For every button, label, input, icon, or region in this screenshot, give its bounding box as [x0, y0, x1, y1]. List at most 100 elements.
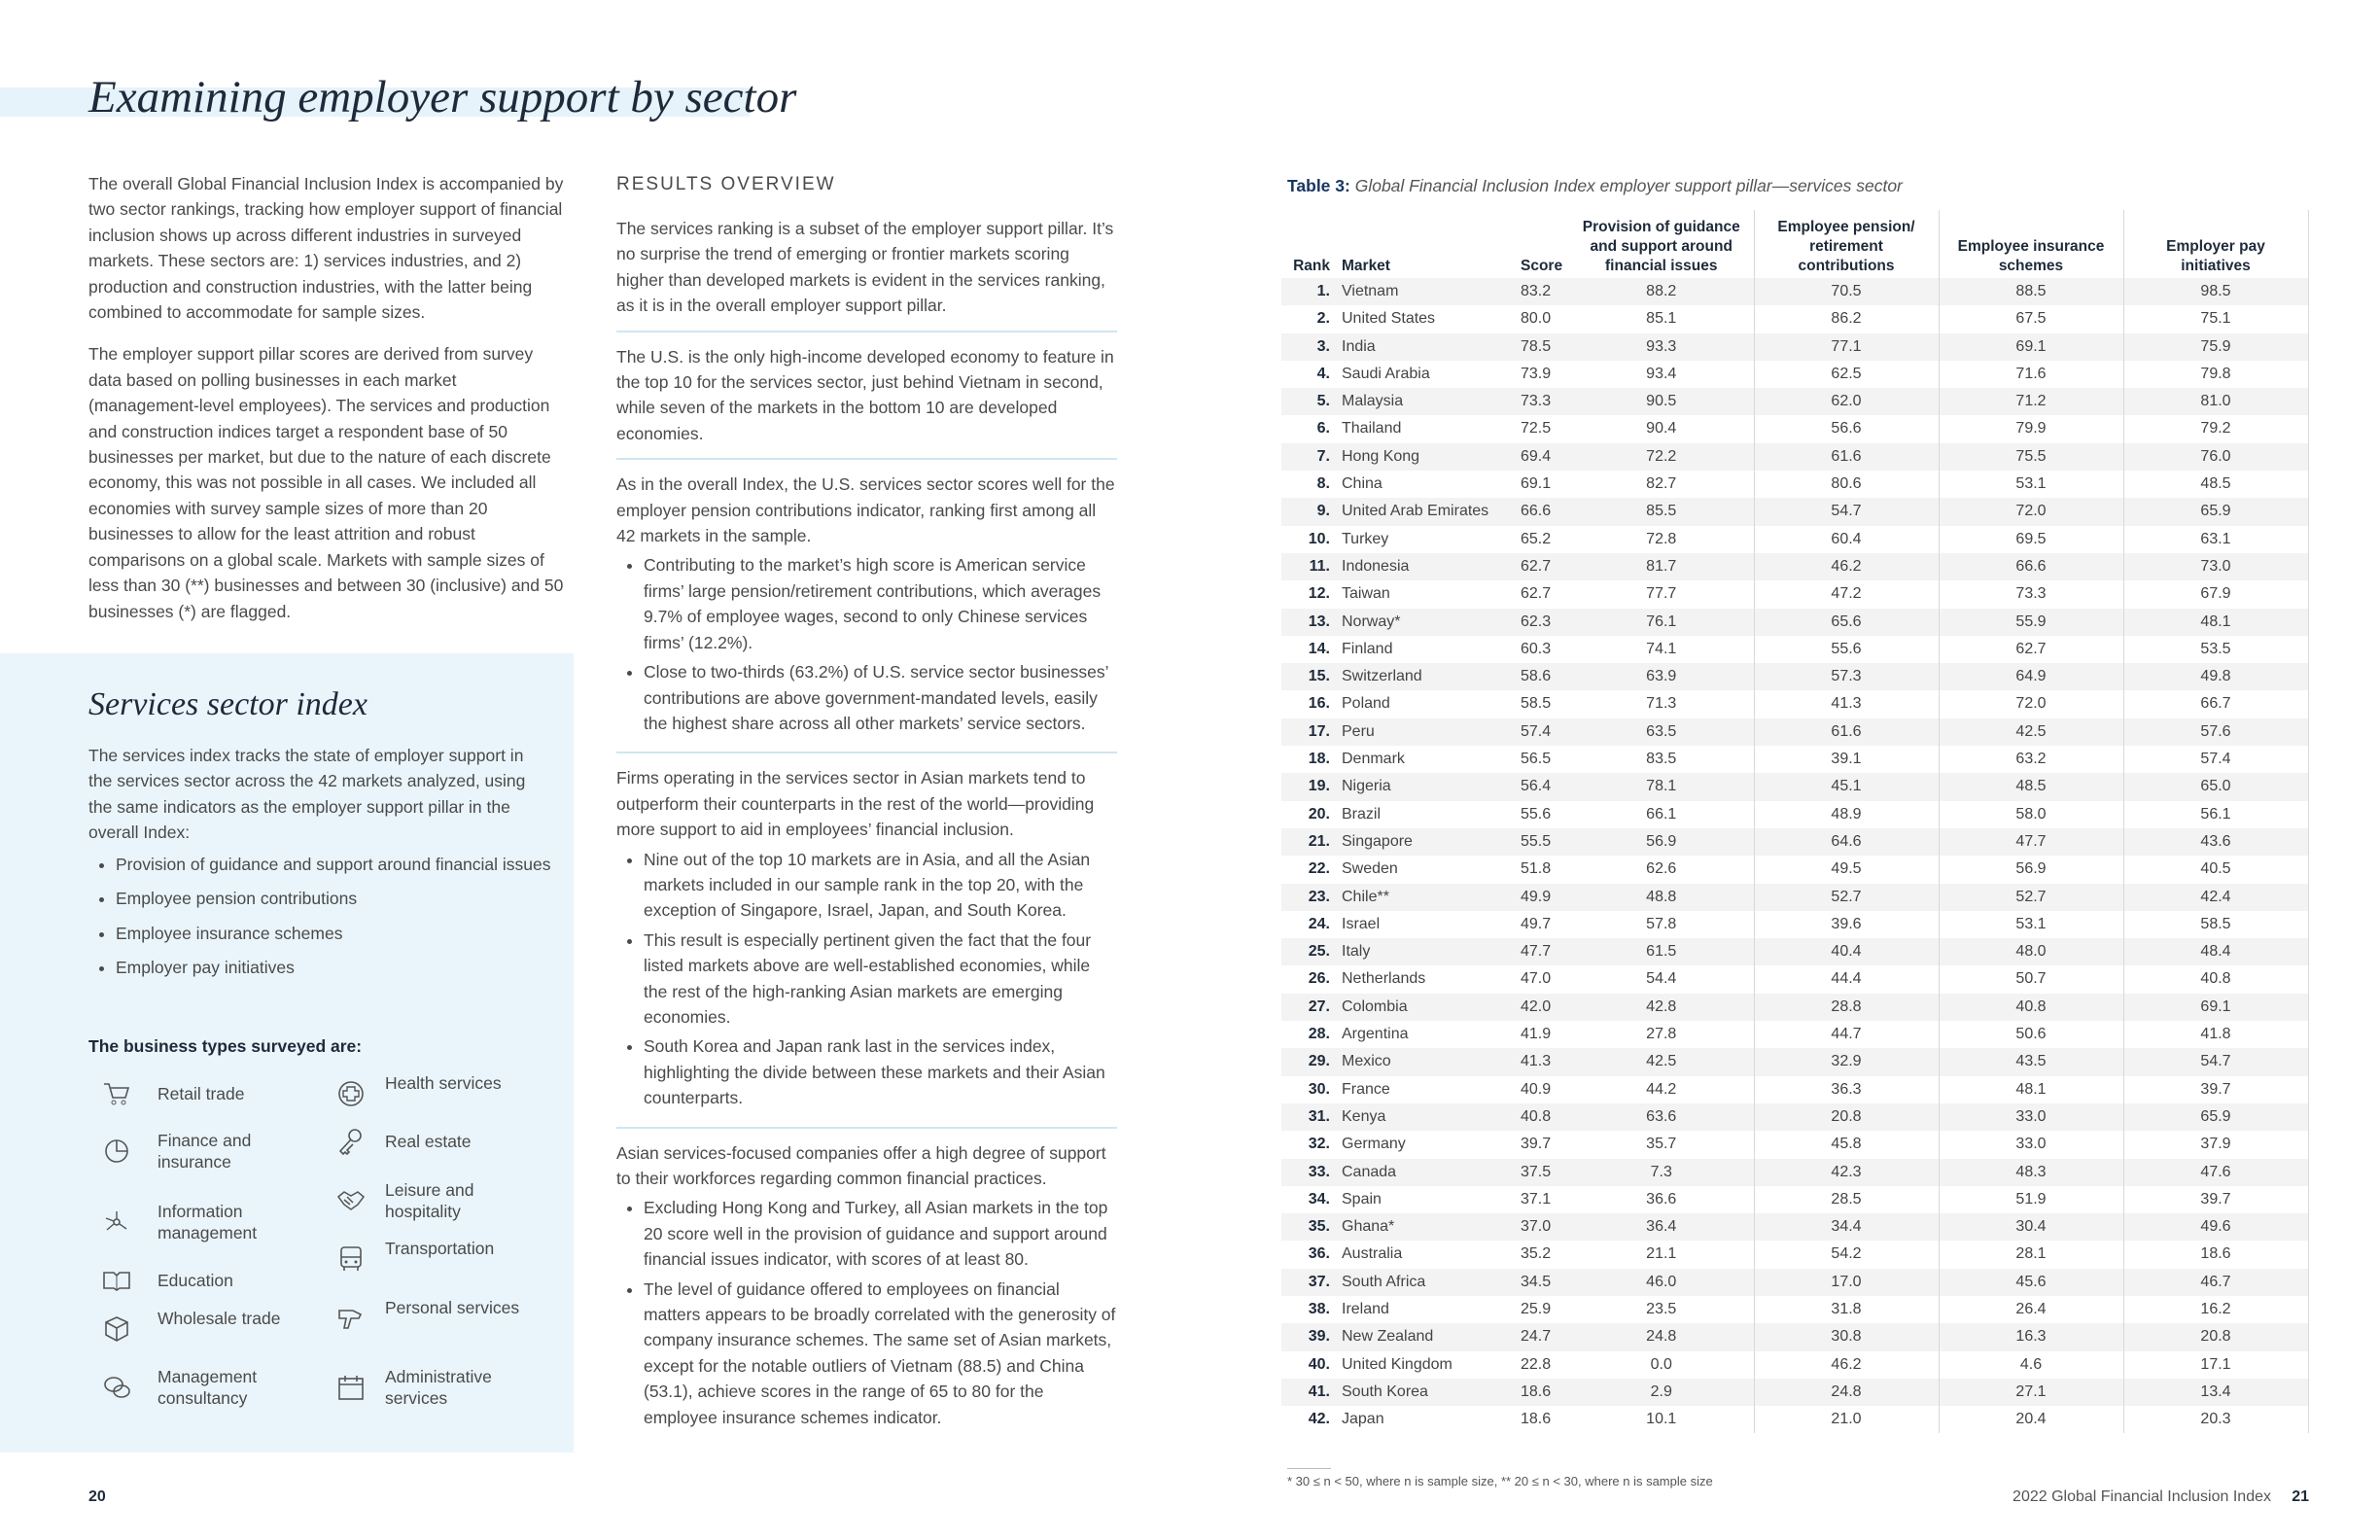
table-cell: 26.4	[1939, 1295, 2124, 1324]
table-cell: 62.5	[1754, 360, 1940, 389]
table-cell: 60.4	[1754, 525, 1940, 553]
table-cell: 90.4	[1569, 415, 1755, 443]
table-cell: 72.5	[1521, 420, 1552, 438]
table-cell: 61.5	[1569, 938, 1755, 966]
table-cell: 69.4	[1515, 442, 1569, 472]
table-cell: 9.	[1281, 498, 1336, 526]
table-cell: 24.7	[1515, 1323, 1569, 1351]
table-row: 29. Mexico 41.3 42.5 32.9 43.5 54.7	[1281, 1048, 2309, 1076]
paragraph: Firms operating in the services sector i…	[616, 768, 1095, 840]
table-cell: 34.	[1308, 1190, 1330, 1208]
table-cell: Taiwan	[1342, 585, 1390, 603]
table-cell: 58.5	[2123, 910, 2309, 939]
table-cell: 57.4	[1515, 718, 1569, 747]
table-cell: 58.5	[1521, 695, 1552, 713]
table-cell: United States	[1342, 310, 1436, 328]
table-cell: 49.5	[1754, 856, 1940, 884]
table-cell: 81.7	[1569, 552, 1755, 581]
table-cell: 18.6	[1521, 1411, 1552, 1428]
table-cell: 16.2	[2123, 1295, 2309, 1324]
table-cell: 2.9	[1569, 1378, 1755, 1407]
page-number: 20	[88, 1488, 106, 1505]
table-cell: 7.3	[1569, 1158, 1755, 1186]
table-cell: 28.1	[1939, 1241, 2124, 1269]
table-cell: China	[1342, 475, 1382, 493]
table-cell: 11.	[1281, 552, 1336, 581]
table-cell: 30.4	[1939, 1213, 2124, 1242]
type-label: Real estate	[385, 1132, 472, 1151]
bullet: Nine out of the top 10 markets are in As…	[644, 847, 1117, 924]
table-cell: 61.6	[1754, 718, 1940, 747]
table-cell: 1.	[1281, 278, 1336, 306]
results-section: The U.S. is the only high-income develop…	[616, 344, 1117, 461]
column-header: Market	[1342, 258, 1390, 274]
table-cell: 88.5	[1939, 278, 2124, 306]
table-cell: 41.3	[1515, 1048, 1569, 1076]
table-cell: 42.	[1308, 1411, 1330, 1428]
table-cell: 36.4	[1569, 1213, 1755, 1242]
table-cell: 38.	[1308, 1300, 1330, 1317]
table-cell: 47.0	[1521, 970, 1552, 988]
table-row: 40. United Kingdom 22.8 0.0 46.2 4.6 17.1	[1281, 1350, 2309, 1379]
table-cell: 72.0	[1939, 690, 2124, 718]
table-cell: 88.2	[1569, 278, 1755, 306]
bullets: Excluding Hong Kong and Turkey, all Asia…	[616, 1195, 1117, 1430]
table-row: 20. Brazil 55.6 66.1 48.9 58.0 56.1	[1281, 800, 2309, 828]
table-cell: 21.	[1281, 827, 1336, 857]
table-row: 18. Denmark 56.5 83.5 39.1 63.2 57.4	[1281, 746, 2309, 774]
table-cell: 53.5	[2123, 635, 2309, 664]
table-row: 23. Chile** 49.9 48.8 52.7 52.7 42.4	[1281, 883, 2309, 911]
table-cell: 79.2	[2123, 415, 2309, 443]
services-box	[0, 653, 574, 1452]
table-cell: 48.5	[1939, 773, 2124, 801]
column-header: Score	[1521, 258, 1563, 274]
bullet: This result is especially pertinent give…	[644, 928, 1117, 1031]
table-cell: 74.1	[1569, 635, 1755, 664]
table-cell: New Zealand	[1336, 1323, 1515, 1351]
paragraph: The services ranking is a subset of the …	[616, 219, 1114, 316]
type-label: Wholesale trade	[158, 1309, 281, 1328]
table-cell: 20.3	[2123, 1406, 2309, 1434]
table-cell: 55.5	[1515, 827, 1569, 857]
table-cell: 75.5	[1939, 442, 2124, 472]
table-cell: 54.4	[1569, 965, 1755, 994]
bullet: Employee pension contributions	[116, 886, 573, 911]
table-cell: 63.2	[1939, 746, 2124, 774]
table-cell: 51.8	[1521, 860, 1552, 878]
table-cell: Kenya	[1336, 1102, 1515, 1132]
table-cell: 34.5	[1515, 1268, 1569, 1296]
table-cell: 13.	[1281, 608, 1336, 636]
table-cell: United Arab Emirates	[1336, 498, 1515, 526]
table-row: 41. South Korea 18.6 2.9 24.8 27.1 13.4	[1281, 1378, 2309, 1407]
table-cell: 4.6	[1939, 1350, 2124, 1379]
table-cell: 60.3	[1521, 640, 1552, 657]
table-cell: Mexico	[1336, 1048, 1515, 1076]
table-cell: 77.1	[1754, 332, 1940, 361]
table-cell: 48.0	[1939, 938, 2124, 966]
table-row: 24. Israel 49.7 57.8 39.6 53.1 58.5	[1281, 910, 2309, 939]
table-row: 19. Nigeria 56.4 78.1 45.1 48.5 65.0	[1281, 773, 2309, 801]
table-cell: 67.5	[1939, 305, 2124, 333]
paragraph: The overall Global Financial Inclusion I…	[88, 174, 564, 323]
type-label: Information management	[158, 1202, 258, 1242]
bullets: Contributing to the market’s high score …	[616, 552, 1117, 736]
table-cell: 24.	[1308, 915, 1330, 932]
table-cell: 29.	[1281, 1048, 1336, 1076]
table-row: 37. South Africa 34.5 46.0 17.0 45.6 46.7	[1281, 1268, 2309, 1296]
paragraph: The U.S. is the only high-income develop…	[616, 346, 1114, 443]
table-cell: 56.6	[1754, 415, 1940, 443]
paragraph: As in the overall Index, the U.S. servic…	[616, 474, 1115, 546]
table-row: 9. United Arab Emirates 66.6 85.5 54.7 72.0 65…	[1281, 498, 2309, 526]
table-cell: 28.8	[1754, 993, 1940, 1022]
table-cell: 0.0	[1569, 1350, 1755, 1379]
header-row: Rank Market Score Provision of guidance and…	[1281, 210, 2309, 278]
table-cell: Turkey	[1342, 530, 1389, 547]
table-cell: 23.5	[1569, 1295, 1755, 1324]
table-cell: 39.7	[2123, 1185, 2309, 1214]
table-cell: 71.3	[1569, 690, 1755, 718]
table-cell: 42.5	[1569, 1048, 1755, 1076]
type-label: Administrative services	[385, 1367, 492, 1408]
table-cell: 81.0	[2123, 388, 2309, 416]
table-cell: 17.	[1281, 718, 1336, 747]
publication: 2022 Global Financial Inclusion Index	[2012, 1488, 2271, 1505]
